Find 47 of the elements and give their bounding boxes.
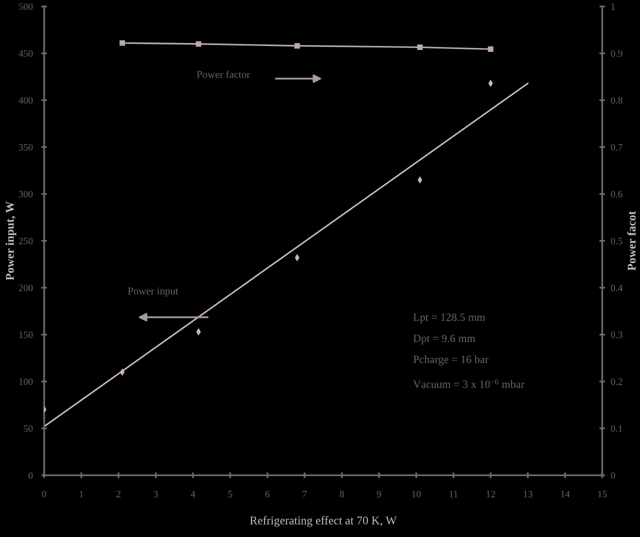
y-tick-label: 0 xyxy=(28,472,33,479)
y2-tick-label: 0.3 xyxy=(610,332,622,338)
y-tick-label: 250 xyxy=(18,238,33,244)
y2-axis-title: Power facot xyxy=(627,211,636,271)
y-tick-label: 50 xyxy=(24,425,33,432)
annotation: Lpt = 128.5 mm xyxy=(413,313,486,324)
y2-tick-label: 0.8 xyxy=(610,97,622,104)
x-tick-label: 1 xyxy=(80,490,84,498)
x-tick-label: 12 xyxy=(486,490,495,498)
y-tick-label: 200 xyxy=(18,284,33,292)
x-tick-label: 11 xyxy=(450,490,458,498)
y2-tick-label: 0 xyxy=(610,472,616,479)
annotation: Power input xyxy=(128,288,178,297)
y-tick-label: 100 xyxy=(19,378,33,385)
x-tick-label: 4 xyxy=(190,490,196,498)
x-tick-label: 7 xyxy=(302,490,307,498)
annotation: Pcharge = 16 bar xyxy=(413,355,488,366)
annotation: Vacuum = 3 x 10$^{−6}$ mbar xyxy=(413,379,524,388)
x-axis-title: Refrigerating effect at 70 K, W xyxy=(250,516,397,527)
x-tick-label: 15 xyxy=(598,490,607,498)
x-tick-label: 2 xyxy=(116,490,120,498)
y2-tick-label: 0.7 xyxy=(610,144,622,151)
y2-tick-label: 0.5 xyxy=(610,238,622,244)
y-tick-label: 300 xyxy=(18,190,33,198)
y-axis-title: Power input, W xyxy=(6,201,16,280)
annotation: Power factor xyxy=(196,70,250,78)
x-tick-label: 13 xyxy=(524,490,532,498)
y2-tick-label: 0.6 xyxy=(610,190,622,198)
x-tick-label: 9 xyxy=(376,490,382,498)
y-tick-label: 350 xyxy=(18,144,33,151)
x-tick-label: 3 xyxy=(154,490,158,498)
annotation: Dpt = 9.6 mm xyxy=(413,334,476,344)
y-tick-label: 500 xyxy=(19,3,33,10)
y2-tick-label: 0.4 xyxy=(610,284,623,292)
y-tick-label: 450 xyxy=(18,50,33,57)
y2-tick-label: 0.1 xyxy=(610,425,622,432)
y2-tick-label: 1 xyxy=(611,3,615,10)
y-tick-label: 150 xyxy=(19,332,33,338)
x-tick-label: 14 xyxy=(561,490,570,498)
x-tick-label: 6 xyxy=(265,490,270,498)
y2-tick-label: 0.2 xyxy=(610,378,622,385)
x-tick-label: 10 xyxy=(412,490,421,498)
x-tick-label: 0 xyxy=(42,490,46,498)
y2-tick-label: 0.9 xyxy=(610,50,622,57)
x-tick-label: 8 xyxy=(340,490,344,498)
x-tick-label: 5 xyxy=(228,490,232,498)
y-tick-label: 400 xyxy=(18,97,33,104)
